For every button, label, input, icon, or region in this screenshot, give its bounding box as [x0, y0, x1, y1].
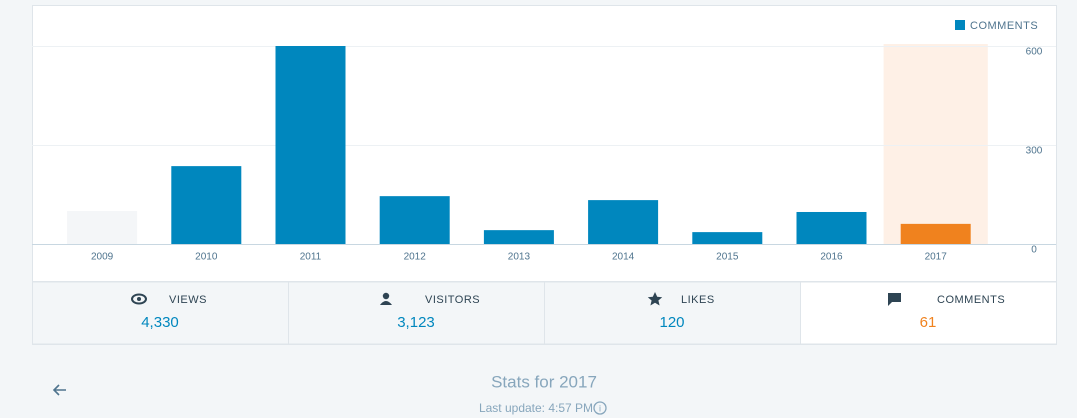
x-tick-label: 2012: [404, 252, 427, 263]
x-tick-label: 2010: [195, 252, 218, 263]
visitors-icon-head: [382, 292, 390, 300]
x-tick-label: 2009: [91, 252, 114, 263]
back-arrow[interactable]: [52, 384, 66, 396]
visitors-icon-body: [380, 301, 392, 305]
bar: [483, 230, 554, 244]
bar: [900, 223, 971, 244]
tab[interactable]: [32, 281, 289, 345]
bar: [379, 196, 450, 244]
bar: [796, 211, 867, 244]
tab-value: 120: [659, 314, 684, 331]
x-tick-label: 2016: [820, 252, 843, 263]
x-tick-label: 2015: [716, 252, 739, 263]
info-icon[interactable]: [593, 401, 607, 415]
y-tick-label: 600: [1026, 47, 1043, 58]
tab-label: LIKES: [681, 294, 715, 306]
bar: [275, 46, 346, 244]
tab-label: COMMENTS: [937, 294, 1005, 306]
bar: [588, 200, 659, 244]
legend-swatch: [955, 20, 965, 30]
views-icon-pupil: [137, 297, 141, 301]
tab-icons: [131, 292, 901, 306]
tab-label: VISITORS: [425, 294, 480, 306]
tab-value: 3,123: [397, 314, 435, 331]
bar: [692, 232, 763, 244]
tab[interactable]: [800, 281, 1057, 345]
tab[interactable]: [288, 281, 545, 345]
y-tick-label: 0: [1031, 245, 1037, 256]
y-tick-label: 300: [1026, 146, 1043, 157]
tab-label: VIEWS: [169, 294, 207, 306]
likes-icon: [647, 292, 663, 306]
highlight-band: [883, 44, 988, 244]
footer-title: Stats for 2017: [491, 372, 597, 391]
views-icon: [131, 293, 147, 305]
x-tick-label: 2011: [300, 252, 322, 263]
tab-value: 4,330: [141, 314, 179, 331]
info-icon-glyph: i: [599, 403, 601, 413]
comments-icon: [888, 293, 901, 306]
bar: [171, 166, 242, 244]
x-tick-label: 2013: [508, 252, 531, 263]
bar: [67, 211, 138, 244]
tab-value: 61: [920, 314, 937, 331]
footer-update: Last update: 4:57 PM: [479, 401, 593, 415]
x-tick-label: 2014: [612, 252, 635, 263]
legend-label: COMMENTS: [970, 20, 1038, 32]
x-tick-label: 2017: [925, 252, 948, 263]
